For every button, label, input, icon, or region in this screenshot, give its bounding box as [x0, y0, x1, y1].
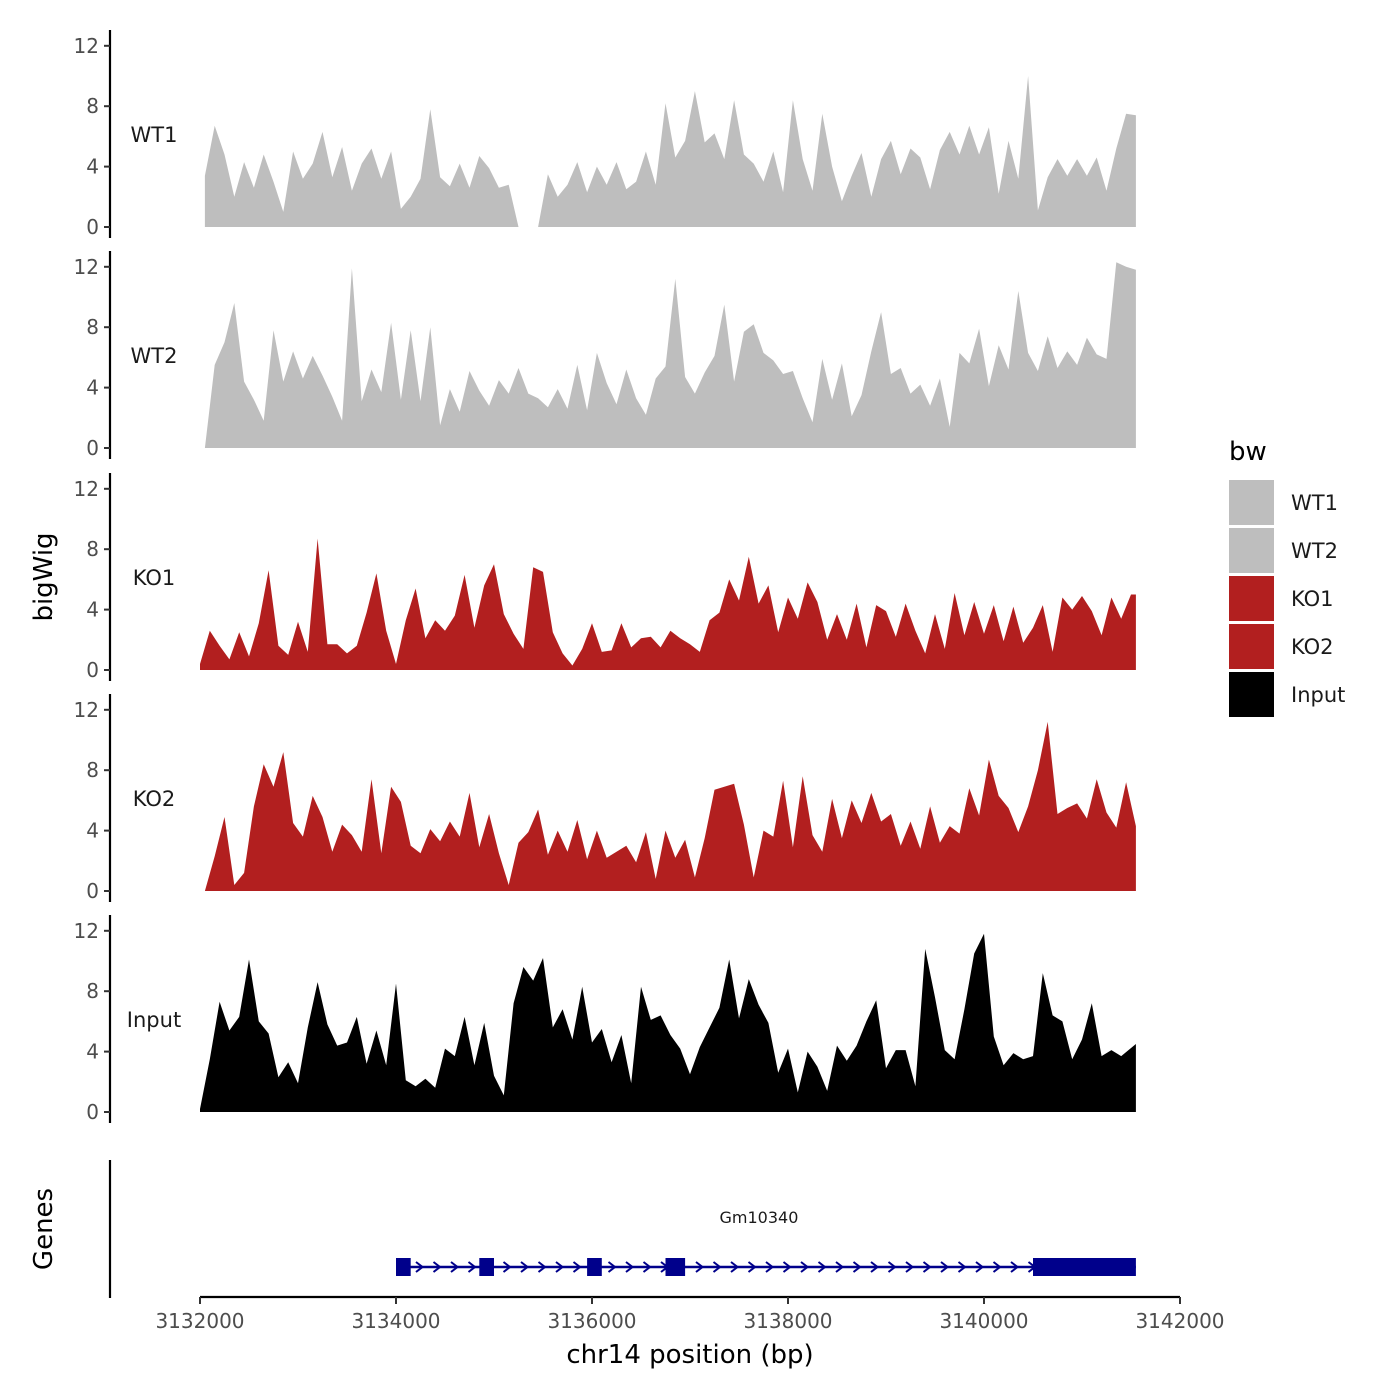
y-tick-label-input: 4: [86, 1040, 99, 1064]
strand-arrow-icon: [747, 1261, 757, 1273]
legend-label-ko2: KO2: [1291, 635, 1334, 659]
y-tick-label-wt1: 8: [86, 94, 99, 118]
strand-arrow-icon: [607, 1261, 617, 1273]
strand-arrow-icon: [502, 1261, 512, 1273]
y-axis-title: bigWig: [29, 532, 59, 621]
strand-arrow-icon: [887, 1261, 897, 1273]
genes-track: Gm10340: [108, 1160, 1136, 1298]
y-tick-label-ko1: 8: [86, 537, 99, 561]
y-tick-label-ko1: 0: [86, 658, 99, 682]
track-label-ko1: KO1: [133, 566, 176, 590]
x-axis: 3132000 3134000 3136000 3138000 3140000 31420…: [155, 1295, 1225, 1333]
y-tick-label-ko2: 8: [86, 758, 99, 782]
track-ko2: 0 4 8 12 KO2: [74, 694, 1136, 903]
y-tick-label-input: 12: [74, 919, 99, 943]
x-tick-label: 3132000: [155, 1309, 244, 1333]
x-tick-label: 3142000: [1135, 1309, 1224, 1333]
strand-arrow-icon: [835, 1261, 845, 1273]
track-wt1: 0 4 8 12 WT1: [74, 30, 1136, 239]
x-tick-label: 3138000: [743, 1309, 832, 1333]
x-tick-label: 3140000: [939, 1309, 1028, 1333]
legend: bw WT1 WT2 KO1 KO2 Input: [1229, 437, 1345, 717]
strand-arrow-icon: [520, 1261, 530, 1273]
strand-arrow-icon: [432, 1261, 442, 1273]
y-tick-label-wt1: 4: [86, 155, 99, 179]
strand-arrow-icon: [415, 1261, 425, 1273]
y-tick-label-wt2: 12: [74, 255, 99, 279]
strand-arrow-icon: [730, 1261, 740, 1273]
track-label-wt2: WT2: [131, 344, 178, 368]
y-tick-label-input: 0: [86, 1100, 99, 1124]
y-tick-label-input: 8: [86, 979, 99, 1003]
exon-2: [479, 1258, 494, 1276]
strand-arrow-icon: [537, 1261, 547, 1273]
strand-arrow-icon: [712, 1261, 722, 1273]
exon-3: [587, 1258, 602, 1276]
track-label-wt1: WT1: [131, 123, 178, 147]
legend-swatch-wt2: [1229, 528, 1274, 573]
area-wt1-segment-2: [538, 76, 1136, 227]
exon-4: [665, 1258, 686, 1276]
legend-label-wt1: WT1: [1291, 491, 1338, 515]
strand-arrow-icon: [922, 1261, 932, 1273]
y-tick-label-wt1: 0: [86, 215, 99, 239]
strand-arrow-icon: [695, 1261, 705, 1273]
y-tick-label-ko2: 0: [86, 879, 99, 903]
legend-label-wt2: WT2: [1291, 539, 1338, 563]
track-label-input: Input: [127, 1008, 181, 1032]
legend-label-ko1: KO1: [1291, 587, 1334, 611]
strand-arrow-icon: [642, 1261, 652, 1273]
y-tick-label-ko1: 4: [86, 598, 99, 622]
area-ko1-segment-1: [200, 538, 1136, 670]
y-tick-label-ko1: 12: [74, 477, 99, 501]
strand-arrow-icon: [975, 1261, 985, 1273]
strand-arrow-icon: [800, 1261, 810, 1273]
strand-arrow-icon: [555, 1261, 565, 1273]
strand-arrow-icon: [1010, 1261, 1020, 1273]
exon-1: [396, 1258, 411, 1276]
legend-swatch-ko1: [1229, 576, 1274, 621]
legend-title: bw: [1229, 437, 1267, 467]
strand-arrow-icon: [957, 1261, 967, 1273]
y-tick-label-ko2: 4: [86, 819, 99, 843]
strand-arrow-icon: [765, 1261, 775, 1273]
track-input: 0 4 8 12 Input: [74, 915, 1136, 1124]
legend-swatch-wt1: [1229, 480, 1274, 525]
x-axis-title: chr14 position (bp): [566, 1340, 813, 1370]
track-label-ko2: KO2: [133, 787, 176, 811]
y-tick-label-wt1: 12: [74, 34, 99, 58]
bigwig-tracks: 0 4 8 12 WT1 0 4 8 12 WT2 0 4 8 12 KO1 0 4 8 12 KO2 0 4 8 12 Inp…: [74, 30, 1136, 1124]
strand-arrow-icon: [467, 1261, 477, 1273]
y-tick-label-ko2: 12: [74, 698, 99, 722]
y-tick-label-wt2: 4: [86, 376, 99, 400]
strand-arrow-icon: [782, 1261, 792, 1273]
genes-axis-title: Genes: [29, 1188, 59, 1270]
strand-arrow-icon: [625, 1261, 635, 1273]
gene-name-label: Gm10340: [720, 1208, 799, 1227]
y-tick-label-wt2: 8: [86, 315, 99, 339]
strand-arrow-icon: [572, 1261, 582, 1273]
area-wt1-segment-1: [204, 109, 519, 227]
legend-swatch-input: [1229, 672, 1274, 717]
area-wt2-segment-1: [204, 262, 1136, 448]
y-tick-label-wt2: 0: [86, 436, 99, 460]
area-ko2-segment-1: [204, 721, 1136, 891]
area-input-segment-1: [200, 933, 1136, 1112]
legend-swatch-ko2: [1229, 624, 1274, 669]
strand-arrow-icon: [450, 1261, 460, 1273]
gene-gm10340: Gm10340: [396, 1208, 1136, 1276]
x-tick-label: 3134000: [351, 1309, 440, 1333]
strand-arrow-icon: [992, 1261, 1002, 1273]
strand-arrow-icon: [905, 1261, 915, 1273]
track-ko1: 0 4 8 12 KO1: [74, 473, 1136, 682]
track-wt2: 0 4 8 12 WT2: [74, 251, 1136, 460]
strand-arrow-icon: [852, 1261, 862, 1273]
exon-5: [1033, 1258, 1136, 1276]
legend-label-input: Input: [1291, 683, 1345, 707]
x-tick-label: 3136000: [547, 1309, 636, 1333]
strand-arrow-icon: [870, 1261, 880, 1273]
strand-arrow-icon: [817, 1261, 827, 1273]
strand-arrow-icon: [940, 1261, 950, 1273]
